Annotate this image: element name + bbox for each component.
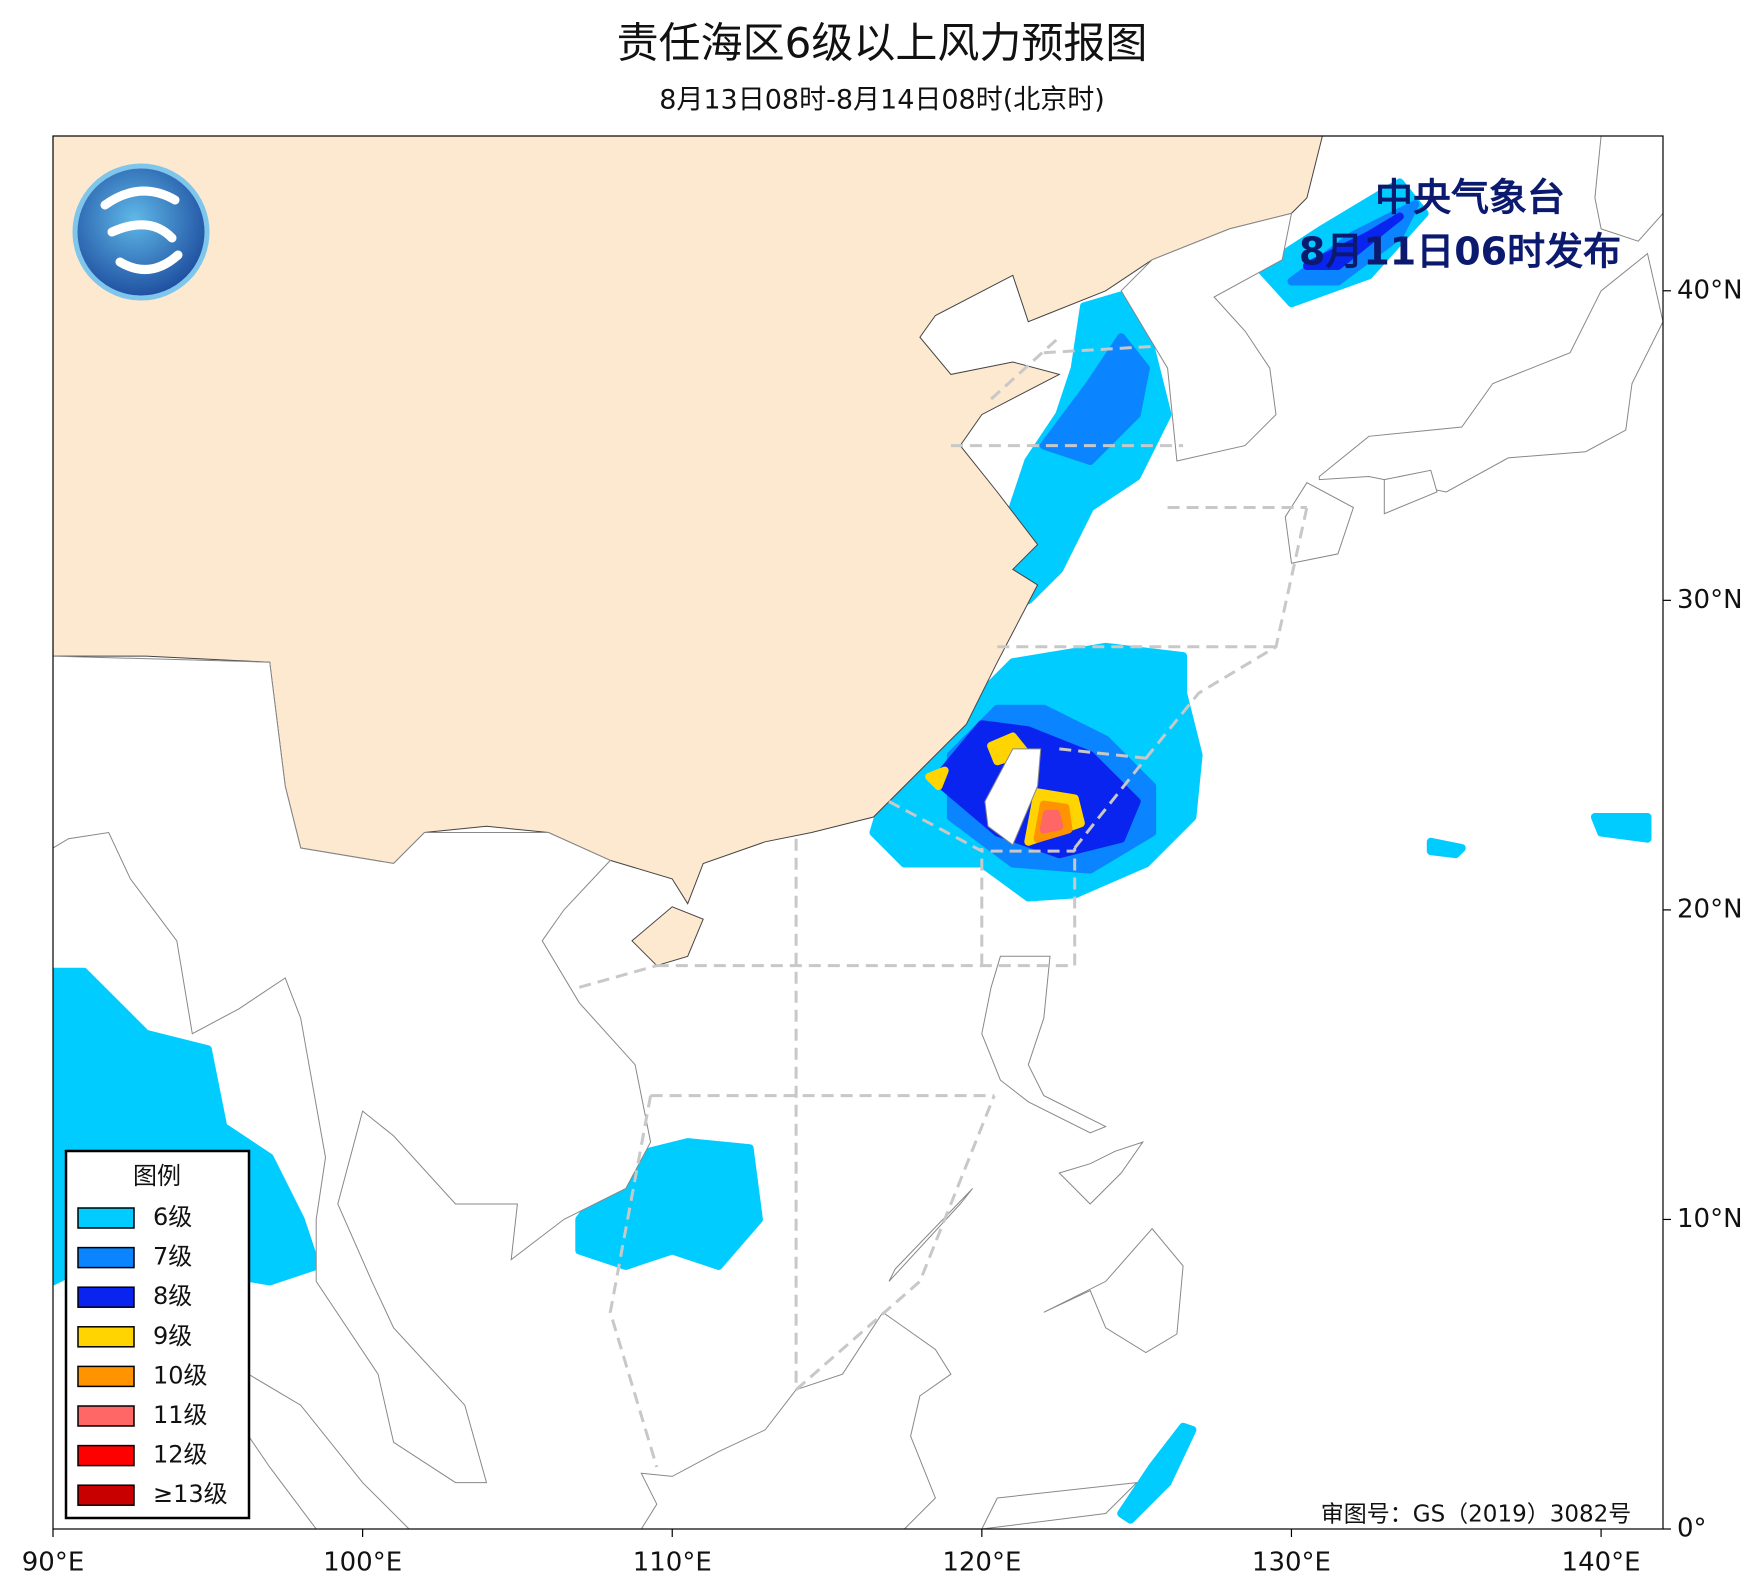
legend-label: 6级 bbox=[153, 1203, 192, 1231]
publisher-name: 中央气象台 bbox=[1375, 176, 1565, 220]
map-frame bbox=[52, 135, 1664, 1530]
legend-label: 11级 bbox=[153, 1401, 208, 1429]
x-tick-label: 100°E bbox=[323, 1548, 402, 1578]
map-area bbox=[53, 136, 1663, 1529]
wind-area bbox=[1426, 837, 1466, 859]
legend-swatch bbox=[77, 1246, 135, 1269]
land bbox=[981, 955, 1107, 1134]
map-subtitle: 8月13日08时-8月14日08时(北京时) bbox=[659, 85, 1105, 116]
x-tick-label: 120°E bbox=[942, 1548, 1021, 1578]
legend-label: 12级 bbox=[153, 1441, 208, 1469]
y-tick-label: 20°N bbox=[1677, 894, 1743, 924]
land bbox=[1120, 212, 1293, 462]
map-title: 责任海区6级以上风力预报图 bbox=[617, 19, 1148, 68]
land bbox=[1594, 136, 1663, 242]
land bbox=[1284, 482, 1355, 564]
land bbox=[984, 748, 1042, 846]
legend-title: 图例 bbox=[133, 1162, 181, 1190]
land bbox=[1318, 252, 1663, 493]
x-tick-label: 90°E bbox=[22, 1548, 85, 1578]
y-tick-label: 0° bbox=[1677, 1514, 1707, 1544]
wind-area bbox=[925, 766, 949, 791]
legend-label: ≥13级 bbox=[153, 1480, 228, 1508]
wind-area bbox=[1590, 813, 1652, 843]
wind-area bbox=[1302, 212, 1404, 270]
land bbox=[981, 1481, 1139, 1529]
x-tick-label: 140°E bbox=[1562, 1548, 1641, 1578]
wind-area bbox=[1039, 809, 1064, 834]
wind-area bbox=[1039, 333, 1150, 465]
legend: 图例 6级 7级 8级 9级 10级 11级 12级 ≥13级 bbox=[64, 1149, 251, 1520]
publish-date: 8月11日06时发布 bbox=[1299, 230, 1621, 274]
land bbox=[1043, 1227, 1184, 1354]
land bbox=[1058, 1141, 1145, 1205]
legend-swatch bbox=[77, 1405, 135, 1427]
land bbox=[888, 1188, 973, 1282]
sea-area-boundary bbox=[578, 964, 658, 989]
x-tick-label: 110°E bbox=[633, 1548, 712, 1578]
x-tick-label: 130°E bbox=[1252, 1548, 1331, 1578]
legend-label: 8级 bbox=[153, 1282, 192, 1310]
land bbox=[1383, 469, 1438, 515]
legend-swatch bbox=[77, 1207, 135, 1229]
y-tick-label: 30°N bbox=[1677, 585, 1743, 615]
review-number: 审图号：GS（2019）3082号 bbox=[1321, 1502, 1632, 1528]
legend-swatch bbox=[77, 1326, 135, 1348]
logo bbox=[72, 163, 210, 301]
sea-area-boundary bbox=[1144, 507, 1309, 760]
legend-label: 9级 bbox=[153, 1322, 192, 1350]
land bbox=[640, 1311, 952, 1529]
hainan-land bbox=[631, 906, 704, 967]
y-tick-label: 10°N bbox=[1677, 1204, 1743, 1234]
legend-label: 10级 bbox=[153, 1361, 208, 1389]
legend-swatch bbox=[77, 1444, 135, 1467]
land bbox=[53, 655, 652, 1484]
y-tick-label: 40°N bbox=[1677, 275, 1743, 305]
sea-area-boundary bbox=[656, 848, 1077, 968]
legend-label: 7级 bbox=[153, 1243, 192, 1271]
wind-area bbox=[1117, 1422, 1197, 1524]
sea-area-boundary bbox=[990, 336, 1061, 401]
sea-area-boundary bbox=[608, 1095, 659, 1468]
legend-swatch bbox=[77, 1286, 135, 1308]
sea-area-boundary bbox=[888, 800, 1075, 853]
legend-swatch bbox=[77, 1484, 135, 1506]
legend-swatch bbox=[77, 1365, 135, 1388]
